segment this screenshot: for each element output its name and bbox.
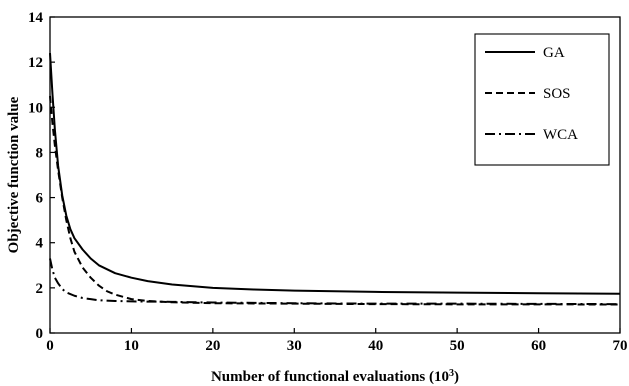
x-tick-label: 0 [46, 338, 54, 354]
y-tick-label: 6 [36, 191, 44, 207]
x-axis-title-main: Number of functional evaluations (10 [211, 369, 449, 385]
x-tick-label: 10 [124, 338, 139, 354]
x-tick-label: 60 [531, 338, 546, 354]
y-tick-label: 10 [28, 100, 43, 116]
x-axis-title: Number of functional evaluations (103) [211, 368, 459, 386]
y-tick-label: 4 [36, 236, 44, 252]
y-tick-label: 2 [36, 281, 44, 297]
y-tick-label: 8 [36, 145, 44, 161]
legend-label-sos: SOS [543, 86, 571, 102]
x-tick-label: 40 [368, 338, 383, 354]
legend-label-wca: WCA [543, 127, 578, 143]
series-line-wca [50, 259, 620, 305]
x-tick-label: 30 [287, 338, 302, 354]
x-tick-label: 50 [450, 338, 465, 354]
y-tick-label: 12 [28, 55, 43, 71]
x-tick-label: 70 [613, 338, 628, 354]
y-axis-title: Objective function value [6, 96, 22, 253]
y-tick-label: 14 [28, 10, 44, 26]
legend: GA SOS WCA [475, 34, 609, 165]
legend-box [475, 34, 609, 165]
x-axis-title-end: ) [454, 369, 459, 385]
x-tick-label: 20 [205, 338, 220, 354]
y-tick-label: 0 [36, 326, 44, 342]
legend-label-ga: GA [543, 45, 565, 61]
